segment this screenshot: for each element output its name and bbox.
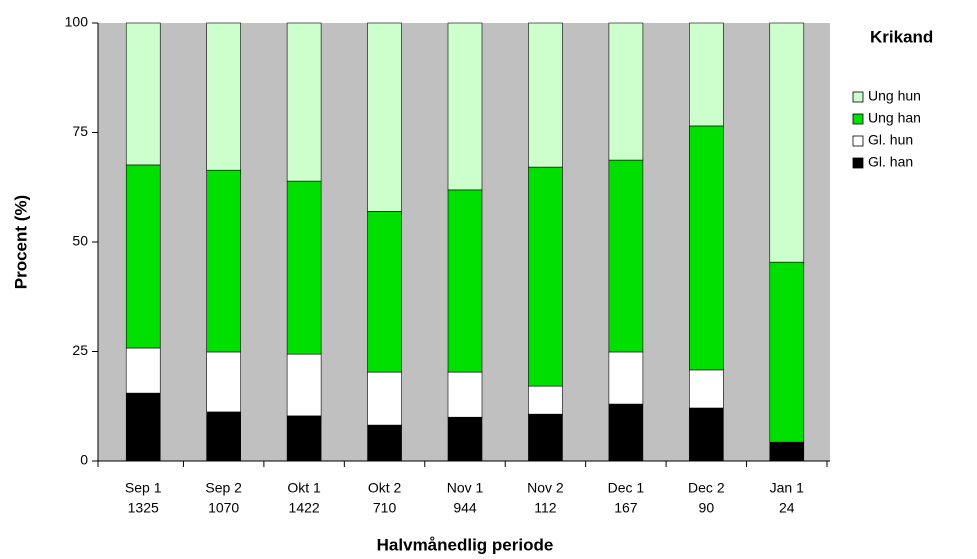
bar-segment — [447, 416, 483, 462]
bar-segment — [447, 371, 483, 418]
bar-segment — [286, 180, 322, 355]
legend-label: Gl. hun — [868, 132, 913, 148]
bar-segment — [608, 351, 644, 405]
bar-segment — [528, 413, 563, 462]
legend-swatch — [852, 91, 864, 103]
bar-segment — [286, 415, 322, 462]
legend-label: Gl. han — [868, 154, 913, 170]
legend-swatch — [852, 135, 864, 147]
bar-segment — [689, 369, 724, 409]
x-tick-label: Jan 1 — [770, 480, 804, 496]
bar-segment — [528, 22, 563, 168]
y-tick-label: 100 — [65, 14, 89, 30]
y-tick-label: 25 — [72, 342, 88, 358]
x-tick-count: 24 — [779, 500, 795, 516]
legend-label: Ung han — [868, 110, 921, 126]
bar-segment — [206, 351, 241, 413]
bar-segment — [206, 411, 241, 462]
x-axis-title: Halvmånedlig periode — [377, 535, 554, 554]
y-axis-title: Procent (%) — [11, 195, 30, 289]
x-tick-label: Sep 2 — [205, 480, 242, 496]
bar-segment — [367, 424, 402, 462]
bar-segment — [367, 371, 402, 426]
bar-segment — [769, 22, 805, 263]
chart-title: Krikand — [870, 27, 933, 46]
x-tick-label: Sep 1 — [125, 480, 162, 496]
bar-segment — [367, 211, 402, 373]
bar-segment — [528, 385, 563, 415]
x-tick-count: 710 — [373, 500, 397, 516]
x-tick-label: Okt 1 — [287, 480, 321, 496]
bar-segment — [689, 125, 724, 371]
bar-segment — [769, 441, 805, 462]
x-tick-count: 1070 — [208, 500, 239, 516]
y-tick-label: 50 — [72, 233, 88, 249]
bar-segment — [608, 22, 644, 161]
bar-segment — [367, 22, 402, 212]
y-tick-label: 75 — [72, 123, 88, 139]
bar-segment — [689, 22, 724, 127]
legend-swatch — [852, 157, 864, 169]
bar-segment — [689, 407, 724, 462]
bar-segment — [206, 22, 241, 171]
bar-segment — [206, 169, 241, 353]
x-tick-label: Dec 2 — [688, 480, 725, 496]
x-tick-count: 112 — [534, 500, 557, 516]
bar-segment — [608, 403, 644, 462]
x-tick-count: 1325 — [128, 500, 159, 516]
legend-swatch — [852, 113, 864, 125]
bar-segment — [286, 353, 322, 417]
x-tick-label: Dec 1 — [608, 480, 645, 496]
bar-segment — [125, 22, 161, 166]
y-tick-label: 0 — [80, 452, 88, 468]
bar-segment — [769, 261, 805, 443]
x-tick-label: Nov 2 — [527, 480, 564, 496]
bar-segment — [608, 159, 644, 353]
bar-segment — [125, 164, 161, 349]
x-tick-label: Nov 1 — [447, 480, 484, 496]
bar-segment — [447, 22, 483, 191]
x-tick-count: 167 — [614, 500, 638, 516]
legend-label: Ung hun — [868, 88, 921, 104]
x-tick-count: 944 — [453, 500, 477, 516]
x-tick-count: 90 — [699, 500, 715, 516]
x-tick-label: Okt 2 — [368, 480, 402, 496]
bar-segment — [528, 166, 563, 387]
bar-segment — [286, 22, 322, 182]
bar-segment — [125, 347, 161, 394]
x-tick-count: 1422 — [289, 500, 320, 516]
bar-segment — [447, 189, 483, 373]
bar-segment — [125, 392, 161, 462]
